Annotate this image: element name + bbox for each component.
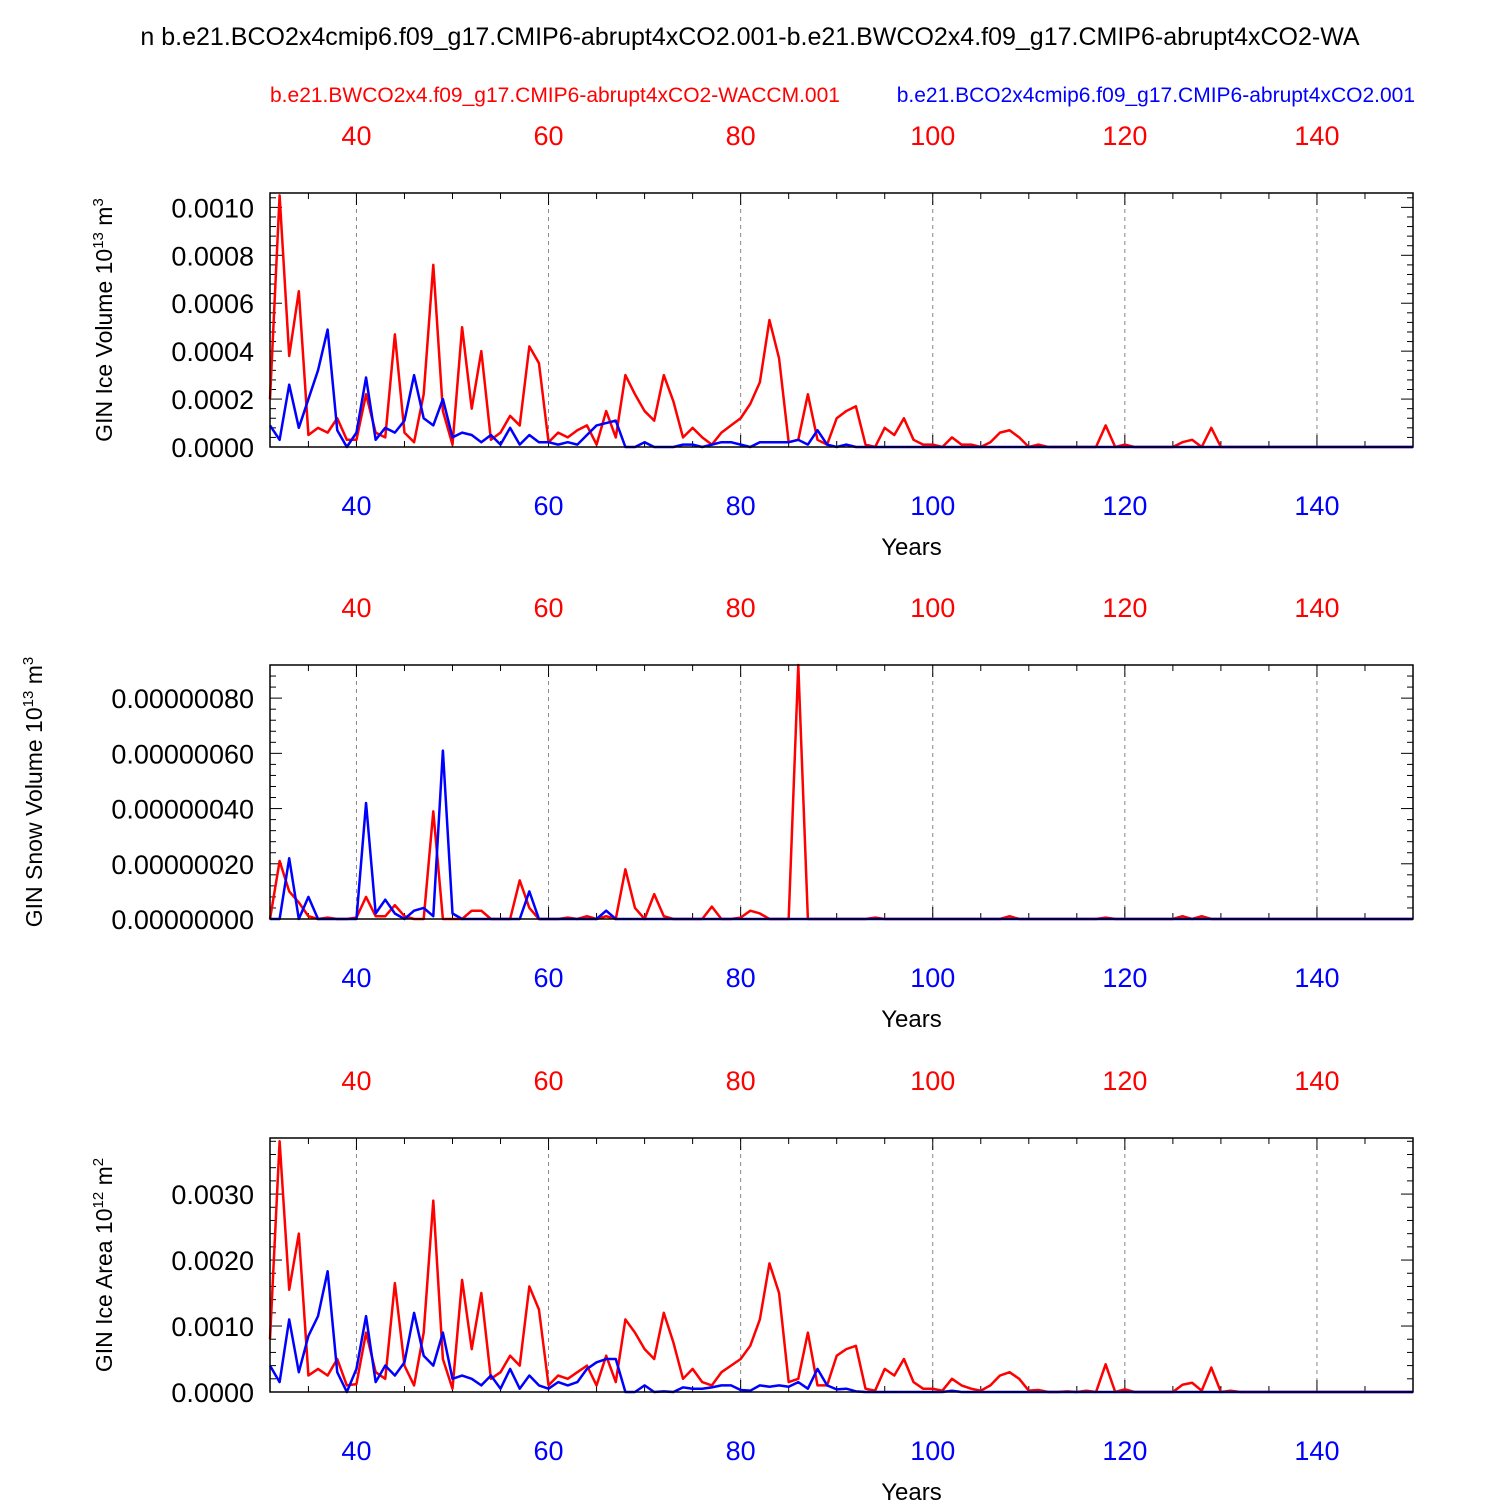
- x-tick-label-bottom: 140: [1294, 1436, 1339, 1466]
- x-tick-label-top: 60: [534, 1066, 564, 1096]
- x-tick-label-bottom: 40: [341, 1436, 371, 1466]
- y-axis-label-exponent: 13: [90, 232, 107, 249]
- x-tick-label-top: 140: [1294, 1066, 1339, 1096]
- legend-blue-label: b.e21.BCO2x4cmip6.f09_g17.CMIP6-abrupt4x…: [897, 84, 1415, 107]
- x-tick-label-top: 120: [1102, 1066, 1147, 1096]
- x-tick-label-top: 100: [910, 1066, 955, 1096]
- x-tick-label-bottom: 100: [910, 1436, 955, 1466]
- y-axis-label-unit: m: [91, 1166, 117, 1192]
- y-tick-label: 0.0020: [171, 1246, 254, 1276]
- y-tick-label: 0.00000060: [111, 739, 254, 769]
- y-axis-label-unit: m: [91, 207, 117, 233]
- y-tick-label: 0.00000040: [111, 795, 254, 825]
- x-tick-label-top: 140: [1294, 593, 1339, 623]
- chart-panel-1: 40 40 60 60 80 80 100 100 120 120 140 140 Years 0.000…: [90, 121, 1414, 561]
- y-axis-label-text: GIN Ice Area 10: [91, 1208, 117, 1372]
- chart-panel-3: 40 40 60 60 80 80 100 100 120 120 140 140 Years 0.000…: [90, 1066, 1414, 1500]
- x-tick-label-top: 120: [1102, 593, 1147, 623]
- page-title: n b.e21.BCO2x4cmip6.f09_g17.CMIP6-abrupt…: [140, 23, 1359, 51]
- y-axis-label-text: GIN Snow Volume 10: [21, 707, 47, 927]
- x-tick-label-bottom: 120: [1102, 491, 1147, 521]
- x-tick-label-top: 80: [726, 593, 756, 623]
- x-axis-label: Years: [881, 1006, 942, 1033]
- y-tick-label: 0.0004: [171, 337, 254, 367]
- series-line-red: [268, 1140, 1413, 1394]
- x-tick-label-bottom: 80: [726, 963, 756, 993]
- x-tick-label-top: 80: [726, 1066, 756, 1096]
- x-tick-label-top: 60: [534, 121, 564, 151]
- y-axis-label-unit-exponent: 2: [90, 1158, 107, 1166]
- y-tick-label: 0.0008: [171, 241, 254, 271]
- y-axis-label-text: GIN Ice Volume 10: [91, 249, 117, 442]
- x-tick-label-bottom: 60: [534, 963, 564, 993]
- plot-frame: [269, 192, 1414, 448]
- x-tick-label-bottom: 60: [534, 1436, 564, 1466]
- series-line-red: [268, 194, 1413, 449]
- x-tick-label-top: 120: [1102, 121, 1147, 151]
- y-axis-label-unit: m: [21, 665, 47, 691]
- plot-frame: [269, 664, 1414, 920]
- x-axis-label: Years: [881, 1479, 942, 1500]
- legend-red-label: b.e21.BWCO2x4.f09_g17.CMIP6-abrupt4xCO2-…: [270, 84, 840, 107]
- x-tick-label-bottom: 40: [341, 963, 371, 993]
- y-axis-label-exponent: 12: [90, 1192, 107, 1209]
- y-tick-label: 0.0000: [171, 433, 254, 463]
- x-tick-label-top: 100: [910, 121, 955, 151]
- x-tick-label-bottom: 120: [1102, 963, 1147, 993]
- x-tick-label-top: 80: [726, 121, 756, 151]
- y-axis-label-unit-exponent: 3: [20, 657, 37, 665]
- y-axis-label: GIN Snow Volume 1013 m3: [20, 657, 47, 928]
- chart-panels: 40 40 60 60 80 80 100 100 120 120 140 140 Years 0.000…: [20, 121, 1414, 1500]
- y-tick-label: 0.0002: [171, 385, 254, 415]
- y-axis-label-unit-exponent: 3: [90, 198, 107, 206]
- x-tick-label-bottom: 40: [341, 491, 371, 521]
- y-tick-label: 0.0010: [171, 193, 254, 223]
- x-tick-label-bottom: 100: [910, 491, 955, 521]
- chart-panel-2: 40 40 60 60 80 80 100 100 120 120 140 140 Years 0.000…: [20, 593, 1414, 1033]
- y-tick-label: 0.00000000: [111, 905, 254, 935]
- x-tick-label-bottom: 120: [1102, 1436, 1147, 1466]
- x-tick-label-top: 40: [341, 121, 371, 151]
- plot-frame: [269, 1137, 1414, 1393]
- y-tick-label: 0.0000: [171, 1378, 254, 1408]
- y-axis-label: GIN Ice Area 1012 m2: [90, 1158, 117, 1372]
- y-axis-label-exponent: 13: [20, 691, 37, 708]
- x-axis-label: Years: [881, 534, 942, 561]
- y-tick-label: 0.00000080: [111, 684, 254, 714]
- x-tick-label-bottom: 140: [1294, 963, 1339, 993]
- y-tick-label: 0.0010: [171, 1312, 254, 1342]
- y-axis-label: GIN Ice Volume 1013 m3: [90, 198, 117, 442]
- x-tick-label-bottom: 80: [726, 491, 756, 521]
- x-tick-label-bottom: 100: [910, 963, 955, 993]
- y-tick-label: 0.0006: [171, 289, 254, 319]
- y-tick-label: 0.0030: [171, 1180, 254, 1210]
- x-tick-label-top: 100: [910, 593, 955, 623]
- y-tick-label: 0.00000020: [111, 850, 254, 880]
- x-tick-label-top: 140: [1294, 121, 1339, 151]
- x-tick-label-bottom: 140: [1294, 491, 1339, 521]
- x-tick-label-top: 40: [341, 1066, 371, 1096]
- x-tick-label-top: 60: [534, 593, 564, 623]
- x-tick-label-top: 40: [341, 593, 371, 623]
- x-tick-label-bottom: 60: [534, 491, 564, 521]
- x-tick-label-bottom: 80: [726, 1436, 756, 1466]
